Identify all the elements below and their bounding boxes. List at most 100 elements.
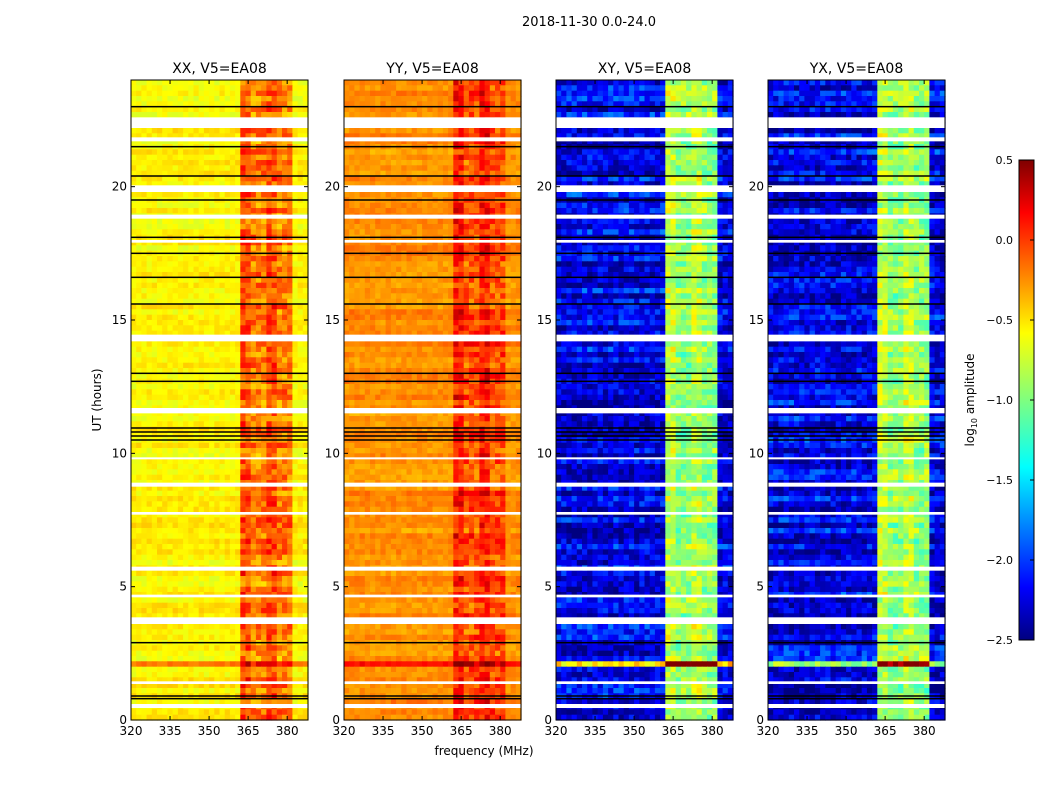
heatmap-cell xyxy=(437,101,444,108)
heatmap-cell xyxy=(214,170,221,177)
heatmap-cell xyxy=(297,528,304,534)
heatmap-cell xyxy=(245,666,252,673)
heatmap-cell xyxy=(151,133,158,140)
heatmap-cell xyxy=(235,202,241,209)
heatmap-cell xyxy=(287,688,293,694)
heatmap-cell xyxy=(385,202,392,209)
heatmap-cell xyxy=(146,261,153,268)
heatmap-cell xyxy=(385,170,392,177)
heatmap-cell xyxy=(432,208,439,214)
heatmap-cell xyxy=(266,261,273,268)
heatmap-cell xyxy=(266,266,273,273)
heatmap-cell xyxy=(141,581,148,588)
heatmap-cell xyxy=(297,560,304,566)
heatmap-cell xyxy=(510,133,517,140)
heatmap-cell xyxy=(224,517,231,524)
heatmap-cell xyxy=(219,165,226,172)
heatmap-cell xyxy=(282,517,288,524)
heatmap-cell xyxy=(287,650,293,657)
heatmap-cell xyxy=(162,416,168,422)
heatmap-cell xyxy=(344,202,350,209)
heatmap-cell xyxy=(375,80,381,86)
heatmap-cell xyxy=(235,165,241,172)
heatmap-cell xyxy=(411,160,418,166)
heatmap-cell xyxy=(141,661,148,668)
heatmap-cell xyxy=(401,90,408,97)
heatmap-cell xyxy=(229,218,236,225)
heatmap-cell xyxy=(276,160,283,166)
heatmap-cell xyxy=(198,245,205,252)
heatmap-cell xyxy=(463,208,470,214)
heatmap-cell xyxy=(172,629,179,636)
heatmap-cell xyxy=(219,90,226,97)
heatmap-cell xyxy=(193,90,200,97)
heatmap-cell xyxy=(287,533,293,540)
heatmap-cell xyxy=(287,373,293,380)
heatmap-cell xyxy=(136,362,142,369)
heatmap-cell xyxy=(151,256,158,262)
heatmap-cell xyxy=(136,138,142,145)
heatmap-cell xyxy=(146,490,153,497)
heatmap-cell xyxy=(229,528,236,534)
heatmap-cell xyxy=(177,261,184,268)
heatmap-cell xyxy=(448,192,454,198)
heatmap-cell xyxy=(255,469,262,476)
heatmap-cell xyxy=(255,506,262,513)
heatmap-cell xyxy=(214,165,221,172)
heatmap-cell xyxy=(261,485,267,492)
heatmap-cell xyxy=(177,560,184,566)
heatmap-cell xyxy=(427,90,434,97)
heatmap-cell xyxy=(167,421,174,428)
heatmap-cell xyxy=(162,368,168,374)
heatmap-cell xyxy=(157,677,163,684)
heatmap-cell xyxy=(214,544,221,550)
heatmap-cell xyxy=(219,400,226,406)
heatmap-cell xyxy=(203,442,210,449)
heatmap-cell xyxy=(136,304,142,310)
heatmap-cell xyxy=(250,128,257,134)
heatmap-cell xyxy=(235,80,241,86)
heatmap-cell xyxy=(240,133,247,140)
heatmap-cell xyxy=(235,661,241,668)
heatmap-cell xyxy=(302,597,309,604)
heatmap-cell xyxy=(172,224,179,230)
heatmap-cell xyxy=(198,288,205,294)
heatmap-cell xyxy=(198,400,205,406)
heatmap-cell xyxy=(458,176,465,182)
heatmap-cell xyxy=(266,341,273,348)
heatmap-cell xyxy=(198,154,205,161)
heatmap-cell xyxy=(193,330,200,337)
heatmap-cell xyxy=(162,560,168,566)
heatmap-cell xyxy=(422,112,428,118)
heatmap-cell xyxy=(219,549,226,556)
heatmap-cell xyxy=(240,368,247,374)
heatmap-cell xyxy=(282,298,288,305)
heatmap-cell xyxy=(219,538,226,545)
heatmap-cell xyxy=(282,464,288,470)
heatmap-cell xyxy=(297,442,304,449)
heatmap-cell xyxy=(292,389,299,396)
heatmap-cell xyxy=(131,501,137,508)
heatmap-cell xyxy=(214,106,221,113)
heatmap-cell xyxy=(287,261,293,268)
heatmap-cell xyxy=(172,453,179,460)
heatmap-cell xyxy=(302,522,309,529)
heatmap-cell xyxy=(411,170,418,177)
heatmap-cell xyxy=(271,688,278,694)
heatmap-cell xyxy=(131,309,137,316)
heatmap-cell xyxy=(448,138,454,145)
heatmap-cell xyxy=(167,688,174,694)
heatmap-cell xyxy=(167,389,174,396)
heatmap-cell xyxy=(261,277,267,284)
heatmap-cell xyxy=(151,554,158,561)
heatmap-cell xyxy=(359,154,366,161)
heatmap-cell xyxy=(141,373,148,380)
heatmap-cell xyxy=(131,352,137,358)
heatmap-cell xyxy=(146,170,153,177)
heatmap-cell xyxy=(276,682,283,689)
heatmap-cell xyxy=(136,613,142,620)
heatmap-cell xyxy=(287,277,293,284)
heatmap-cell xyxy=(266,330,273,337)
heatmap-cell xyxy=(370,90,376,97)
heatmap-cell xyxy=(203,645,210,652)
